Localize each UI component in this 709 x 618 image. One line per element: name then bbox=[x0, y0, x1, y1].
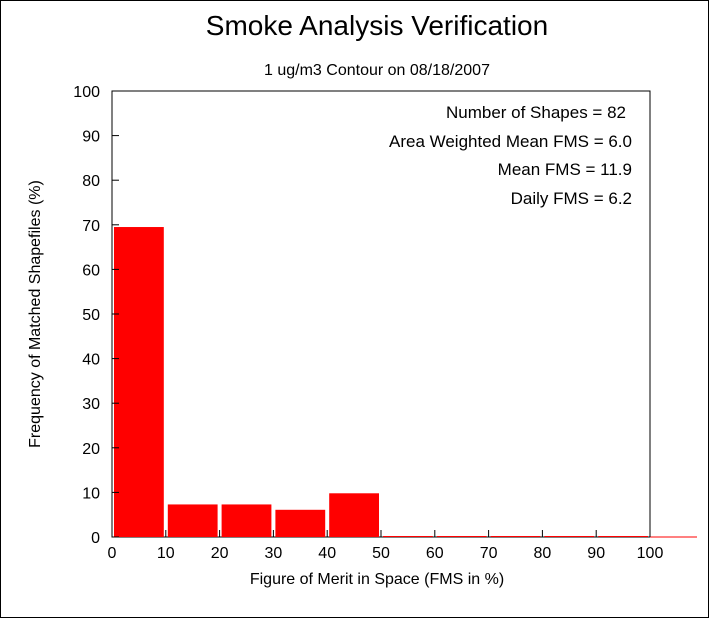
y-tick-label: 70 bbox=[82, 218, 100, 235]
plot-area bbox=[111, 90, 651, 538]
histogram-bar bbox=[544, 536, 595, 537]
histogram-bar bbox=[383, 536, 433, 537]
chart-subtitle: 1 ug/m3 Contour on 08/18/2007 bbox=[264, 62, 490, 79]
annotation-area-weighted-mean-fms: Area Weighted Mean FMS = 6.0 bbox=[389, 132, 632, 151]
x-tick-label: 70 bbox=[480, 545, 498, 562]
x-tick-label: 90 bbox=[587, 545, 605, 562]
statistics-annotations: Number of Shapes = 82 Area Weighted Mean… bbox=[389, 103, 632, 208]
x-tick-label: 80 bbox=[534, 545, 552, 562]
histogram-bar bbox=[167, 504, 218, 537]
y-axis-ticks: 0 10 20 30 40 50 60 70 80 90 100 bbox=[73, 84, 119, 547]
y-tick-label: 40 bbox=[82, 352, 100, 369]
histogram-bar bbox=[490, 536, 541, 537]
y-tick-label: 90 bbox=[82, 129, 100, 146]
y-tick-label: 10 bbox=[82, 485, 100, 502]
histogram-bar bbox=[329, 493, 379, 537]
y-axis-label: Frequency of Matched Shapefiles (%) bbox=[27, 180, 44, 448]
y-tick-label: 50 bbox=[82, 307, 100, 324]
x-tick-label: 60 bbox=[426, 545, 444, 562]
histogram-bar bbox=[114, 227, 164, 537]
annotation-mean-fms: Mean FMS = 11.9 bbox=[498, 160, 632, 179]
x-axis-ticks: 0 10 20 30 40 50 60 70 80 90 100 bbox=[108, 530, 664, 562]
y-tick-label: 0 bbox=[91, 530, 100, 547]
y-tick-label: 60 bbox=[82, 262, 100, 279]
histogram-bar bbox=[221, 504, 272, 537]
y-tick-label: 100 bbox=[73, 84, 100, 101]
y-tick-label: 20 bbox=[82, 441, 100, 458]
x-axis-label: Figure of Merit in Space (FMS in %) bbox=[250, 571, 504, 588]
x-tick-label: 20 bbox=[211, 545, 229, 562]
histogram-bar bbox=[275, 509, 326, 537]
chart-title: Smoke Analysis Verification bbox=[206, 10, 548, 41]
x-tick-label: 0 bbox=[108, 545, 117, 562]
plot-border bbox=[111, 90, 651, 538]
x-tick-label: 40 bbox=[318, 545, 336, 562]
y-tick-label: 80 bbox=[82, 173, 100, 190]
x-tick-label: 50 bbox=[372, 545, 390, 562]
x-tick-label: 10 bbox=[157, 545, 175, 562]
histogram-bar bbox=[436, 536, 487, 537]
x-tick-label: 30 bbox=[265, 545, 283, 562]
annotation-number-of-shapes: Number of Shapes = 82 bbox=[446, 103, 626, 122]
x-tick-label: 100 bbox=[637, 545, 664, 562]
annotation-daily-fms: Daily FMS = 6.2 bbox=[511, 189, 632, 208]
y-tick-label: 30 bbox=[82, 396, 100, 413]
bars-group bbox=[114, 227, 697, 538]
histogram-bar bbox=[598, 536, 648, 537]
